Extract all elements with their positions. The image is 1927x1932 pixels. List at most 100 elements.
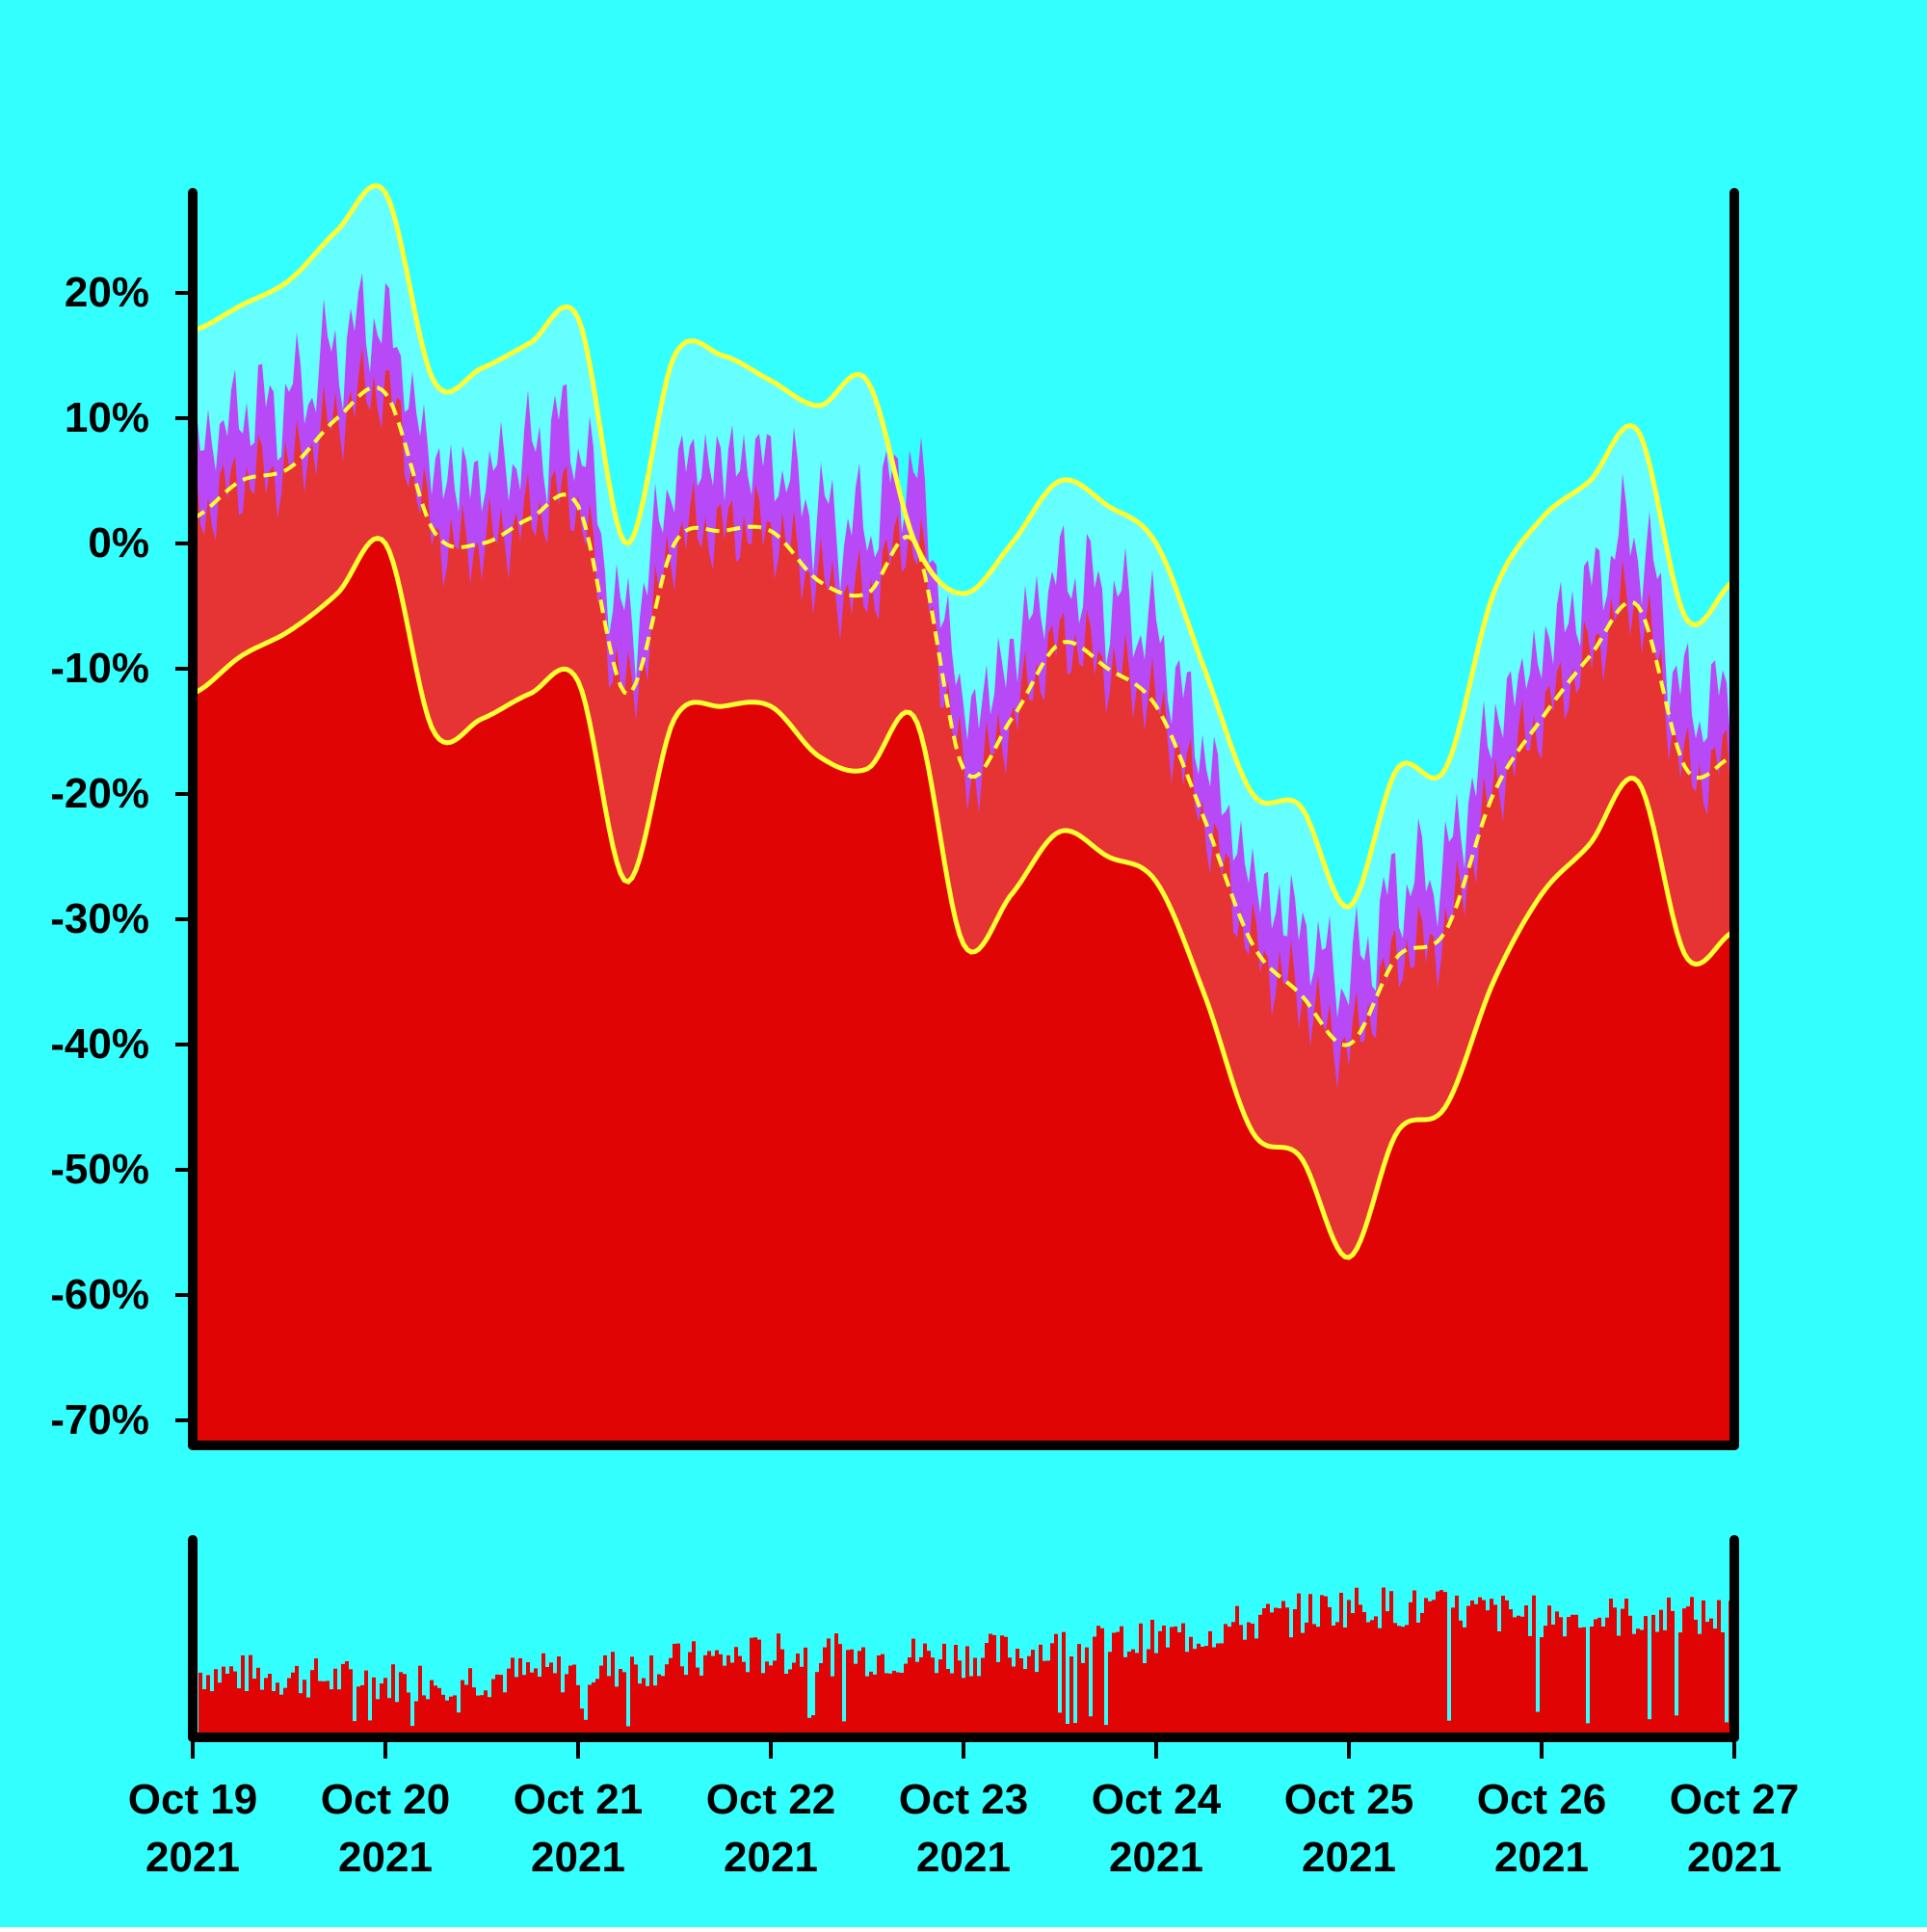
volume-bar: [1393, 1623, 1397, 1737]
volume-bar: [1412, 1590, 1416, 1737]
volume-panel: [198, 1587, 1732, 1737]
volume-bar: [1177, 1632, 1181, 1737]
volume-bar: [426, 1699, 430, 1737]
volume-bar: [356, 1686, 360, 1737]
volume-bar: [842, 1721, 846, 1737]
volume-bar: [407, 1692, 410, 1737]
volume-bar: [1459, 1620, 1463, 1737]
volume-bar: [1382, 1587, 1386, 1737]
volume-bar: [707, 1651, 711, 1737]
volume-bar: [788, 1669, 792, 1737]
volume-bar: [1081, 1662, 1085, 1737]
volume-bar: [437, 1687, 441, 1737]
volume-bar: [1308, 1594, 1312, 1737]
volume-bar: [1640, 1629, 1644, 1737]
volume-bar: [1212, 1647, 1216, 1737]
volume-bar: [206, 1675, 210, 1737]
volume-bar: [1193, 1649, 1197, 1737]
volume-bar: [1332, 1626, 1335, 1737]
volume-bar: [283, 1687, 287, 1737]
volume-bar: [233, 1671, 237, 1737]
volume-bar: [831, 1676, 834, 1737]
volume-bar: [742, 1661, 746, 1737]
volume-bar: [214, 1669, 218, 1737]
volume-bar: [1636, 1628, 1640, 1737]
volume-bar: [738, 1655, 742, 1737]
volume-bar: [395, 1702, 399, 1737]
x-tick-label: Oct 23: [899, 1776, 1029, 1823]
volume-bar: [1463, 1627, 1466, 1737]
volume-bar: [210, 1691, 214, 1737]
volume-bar: [1339, 1593, 1343, 1737]
volume-bar: [1077, 1644, 1081, 1737]
y-tick-label: -70%: [50, 1396, 149, 1443]
volume-bar: [310, 1670, 314, 1737]
volume-bar: [989, 1633, 992, 1737]
volume-bar: [430, 1680, 434, 1737]
volume-bar: [1609, 1599, 1613, 1737]
volume-bar: [330, 1689, 333, 1737]
volume-bar: [445, 1700, 449, 1737]
volume-bar: [314, 1658, 318, 1737]
volume-bar: [1220, 1643, 1224, 1737]
volume-bar: [642, 1678, 646, 1737]
volume-bar: [1004, 1636, 1008, 1737]
volume-bar: [534, 1668, 538, 1737]
volume-bar: [1702, 1600, 1705, 1737]
volume-bar: [973, 1657, 977, 1737]
volume-bar: [349, 1669, 353, 1737]
volume-bar: [603, 1654, 607, 1737]
volume-bar: [1524, 1605, 1528, 1737]
volume-bar: [260, 1689, 264, 1737]
volume-bar: [884, 1673, 888, 1737]
x-tick-label: Oct 26: [1477, 1776, 1607, 1823]
volume-bar: [337, 1689, 341, 1737]
volume-bar: [1062, 1631, 1066, 1737]
y-tick-label: -40%: [50, 1020, 149, 1068]
volume-bar: [472, 1687, 476, 1737]
volume-bar: [383, 1678, 387, 1737]
volume-bar: [222, 1666, 225, 1737]
volume-bar: [1108, 1652, 1112, 1737]
volume-bar: [372, 1677, 376, 1737]
y-tick-label: -50%: [50, 1146, 149, 1193]
volume-bar: [688, 1652, 692, 1737]
y-tick-label: 0%: [88, 519, 149, 567]
volume-bar: [225, 1674, 229, 1737]
volume-bar: [711, 1655, 715, 1737]
volume-bar: [1066, 1724, 1069, 1737]
volume-bar: [1397, 1626, 1401, 1737]
volume-bar: [1451, 1607, 1455, 1737]
volume-bar: [1505, 1600, 1509, 1737]
volume-bar: [364, 1670, 368, 1737]
volume-bar: [1490, 1599, 1493, 1737]
volume-bar: [1678, 1632, 1682, 1737]
volume-bar: [1174, 1626, 1177, 1737]
volume-bar: [391, 1664, 395, 1737]
volume-bar: [1058, 1712, 1062, 1737]
volume-bar: [676, 1643, 680, 1737]
volume-bar: [1181, 1623, 1185, 1737]
volume-bar: [1405, 1625, 1409, 1737]
volume-bar: [322, 1681, 326, 1737]
volume-bar: [295, 1665, 299, 1737]
volume-bar: [1328, 1606, 1332, 1737]
main-panel: [191, 183, 1736, 1446]
x-tick-label: Oct 27: [1670, 1776, 1800, 1823]
volume-bar: [1120, 1626, 1123, 1737]
volume-bar: [1343, 1628, 1347, 1737]
volume-bar: [318, 1681, 322, 1737]
volume-bar: [900, 1673, 904, 1737]
volume-bar: [1147, 1649, 1150, 1737]
volume-bar: [954, 1645, 958, 1737]
volume-bar: [896, 1672, 900, 1737]
volume-bar: [480, 1695, 484, 1737]
volume-bar: [1197, 1643, 1201, 1737]
volume-bar: [1208, 1630, 1212, 1737]
volume-bar: [565, 1674, 568, 1737]
volume-bar: [1355, 1587, 1359, 1737]
volume-bar: [488, 1697, 491, 1737]
volume-bar: [353, 1721, 356, 1737]
volume-bar: [1671, 1610, 1675, 1737]
volume-bar: [1667, 1597, 1671, 1737]
